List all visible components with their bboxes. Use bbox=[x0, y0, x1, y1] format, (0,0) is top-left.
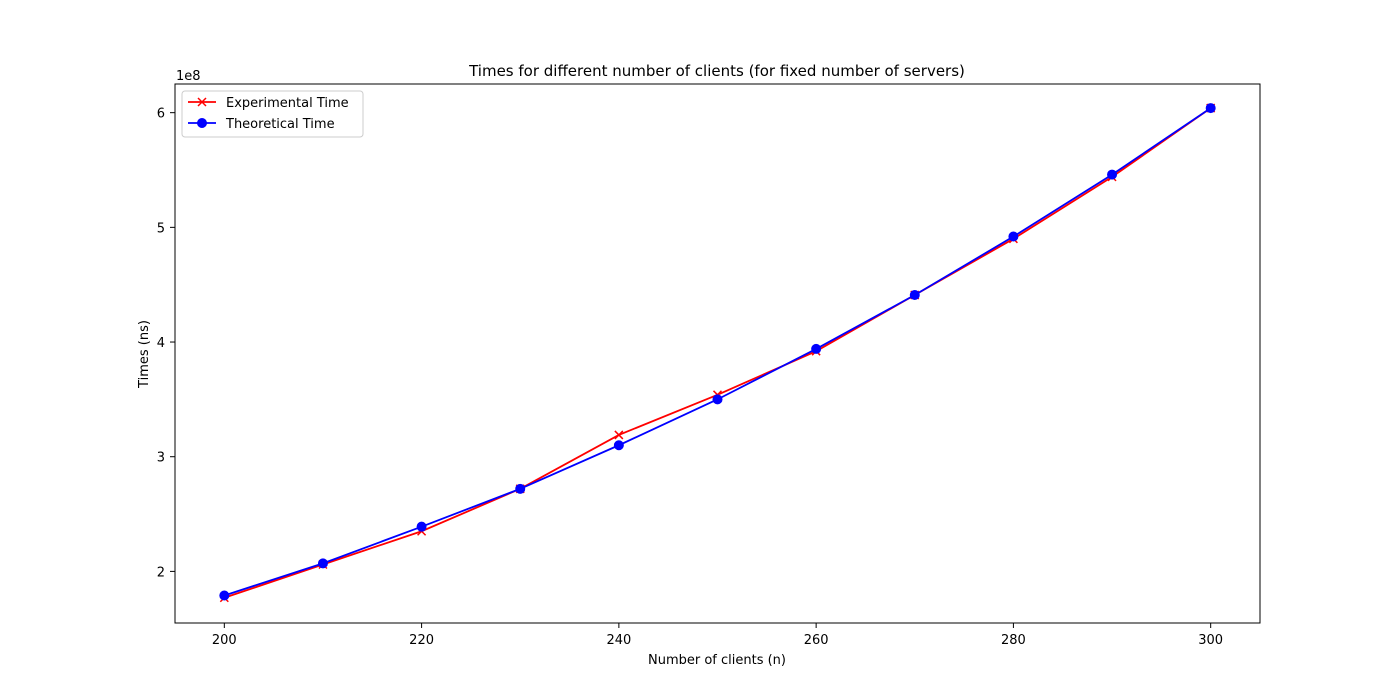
series-line bbox=[224, 107, 1212, 599]
y-tick-label: 2 bbox=[157, 565, 165, 580]
x-axis: 200 220 240 260 280 300 bbox=[212, 623, 1223, 648]
x-tick-label: 280 bbox=[1001, 633, 1026, 648]
data-point bbox=[515, 483, 526, 494]
data-point bbox=[909, 290, 920, 301]
data-point bbox=[416, 521, 427, 532]
plot-frame bbox=[174, 83, 1261, 624]
data-point bbox=[712, 394, 723, 405]
legend-marker bbox=[197, 97, 207, 107]
x-tick-label: 300 bbox=[1198, 633, 1223, 648]
x-tick-label: 220 bbox=[409, 633, 434, 648]
y-tick-label: 4 bbox=[157, 336, 165, 351]
legend-item: Experimental Time bbox=[188, 96, 349, 111]
x-axis-label: Number of clients (n) bbox=[648, 653, 786, 668]
series-line bbox=[224, 107, 1212, 597]
x-tick-label: 200 bbox=[212, 633, 237, 648]
data-point bbox=[811, 343, 822, 354]
data-point bbox=[1008, 231, 1019, 242]
y-tick-label: 5 bbox=[157, 221, 165, 236]
series-experimental bbox=[219, 103, 1216, 603]
data-point bbox=[1205, 103, 1216, 114]
y-axis: 2 3 4 5 6 bbox=[157, 107, 175, 580]
x-tick-label: 240 bbox=[606, 633, 631, 648]
legend: Experimental Time Theoretical Time bbox=[181, 90, 364, 138]
y-axis-label: Times (ns) bbox=[137, 320, 152, 389]
chart-title: Times for different number of clients (f… bbox=[468, 62, 965, 80]
x-tick-label: 260 bbox=[804, 633, 829, 648]
plot-area bbox=[219, 103, 1216, 603]
data-point bbox=[613, 440, 624, 451]
y-tick-label: 3 bbox=[157, 451, 165, 466]
legend-marker bbox=[197, 118, 207, 128]
y-offset-label: 1e8 bbox=[176, 69, 201, 84]
data-point bbox=[614, 430, 624, 440]
legend-box bbox=[181, 90, 364, 138]
y-tick-label: 6 bbox=[157, 107, 165, 122]
data-point bbox=[1107, 169, 1118, 180]
series-theoretical bbox=[219, 103, 1216, 601]
legend-item: Theoretical Time bbox=[188, 117, 335, 132]
data-point bbox=[219, 590, 230, 601]
legend-label: Theoretical Time bbox=[225, 117, 335, 132]
legend-label: Experimental Time bbox=[226, 96, 349, 111]
data-point bbox=[317, 558, 328, 569]
